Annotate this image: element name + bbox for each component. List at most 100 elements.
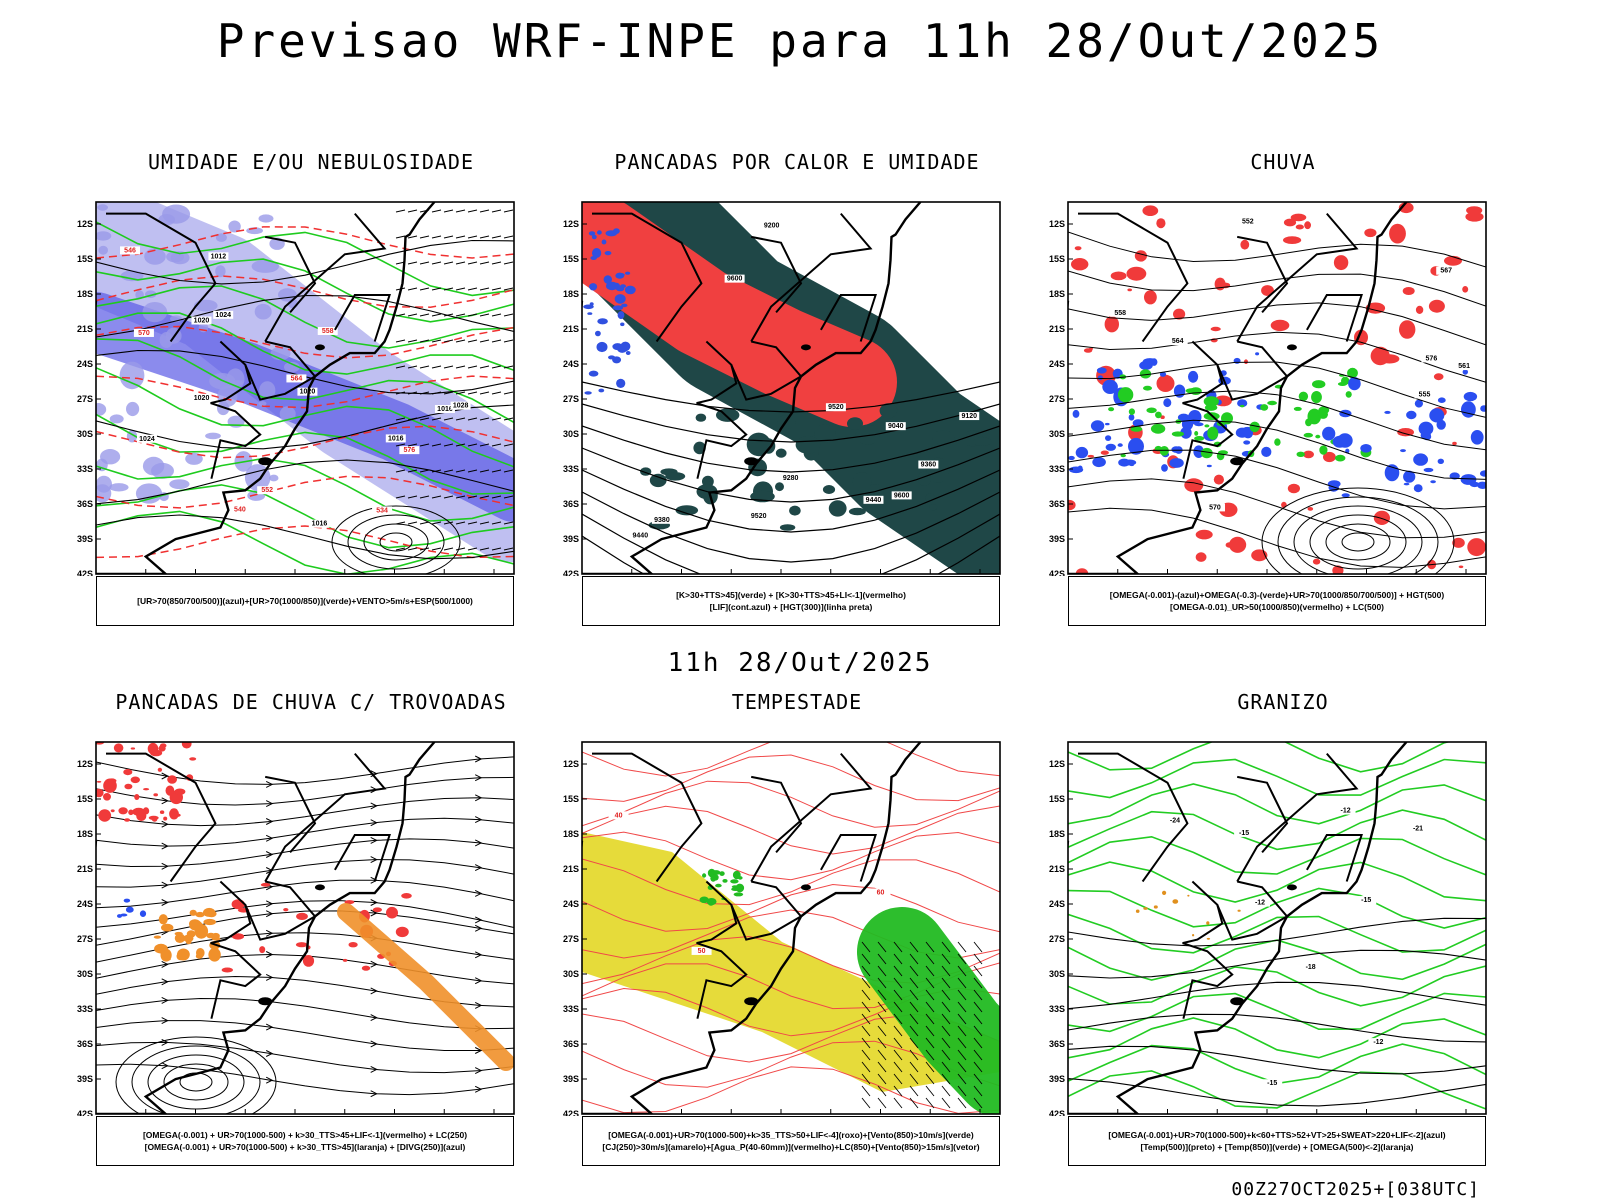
lat-tick-label: 42S [563,569,579,576]
lat-tick-label: 21S [563,324,579,334]
contour-label: 1024 [139,436,155,443]
contour-label: 540 [234,507,246,514]
panel-title: PANCADAS POR CALOR E UMIDADE [614,150,980,174]
lat-tick-label: 42S [77,569,93,576]
forecast-map: 50406012S15S18S21S24S27S30S33S36S39S42S7… [563,741,1001,1116]
lat-tick-label: 42S [1049,1109,1065,1116]
panel-legend: [OMEGA(-0.001)-(azul)+OMEGA(-0.3)-(verde… [1068,576,1486,626]
lat-tick-label: 39S [1049,1074,1065,1084]
contour-label: 558 [322,328,334,335]
contour-label: 534 [376,507,388,514]
contour-label: 1016 [437,406,453,413]
panel-title: UMIDADE E/OU NEBULOSIDADE [147,150,475,174]
lat-tick-label: 33S [77,1004,93,1014]
legend-line: [CJ(250)>30m/s](amarelo)+[Agua_P(40-60mm… [602,1142,980,1152]
lat-tick-label: 36S [1049,499,1065,509]
lat-tick-label: 15S [77,254,93,264]
legend-line: [OMEGA-0.01)_UR>50(1000/850)(vermelho) +… [1170,602,1384,612]
axis-labels: 12S15S18S21S24S27S30S33S36S39S42S70W65W6… [77,219,495,576]
contour-label: 60 [877,890,885,897]
contour-label: 1016 [388,435,404,442]
forecast-panel-1: UMIDADE E/OU NEBULOSIDADE 1016 1020 1012 10… [66,150,536,650]
lat-tick-label: 33S [563,1004,579,1014]
forecast-panel-5: TEMPESTADE 50 40 60 12S 15S 18S 21S 24S 27S 30S 33… [552,690,1022,1190]
lat-tick-label: 24S [1049,899,1065,909]
contour-label: 561 [1458,363,1470,370]
contour-label: -12 [1341,808,1351,815]
contour-label: 570 [1209,504,1221,511]
contour-label: 1012 [211,253,227,260]
legend-line: [OMEGA(-0.001) + UR>70(1000-500) + k>30_… [144,1142,466,1152]
contour-label: 552 [1242,219,1254,226]
contour-label: 1020 [194,317,210,324]
contour-label: 9200 [764,222,780,229]
legend-line: [Temp(500)](preto) + [Temp(850)](verde) … [1140,1142,1414,1152]
contour-label: 9440 [866,497,882,504]
middle-date-title: 11h 28/Out/2025 [667,648,933,678]
contour-label: -18 [1306,964,1316,971]
legend-line: [OMEGA(-0.001)-(azul)+OMEGA(-0.3)-(verde… [1109,590,1445,600]
contour-label: 9380 [654,517,670,524]
lat-tick-label: 36S [563,1039,579,1049]
axis-labels: 12S15S18S21S24S27S30S33S36S39S42S70W65W6… [563,219,981,576]
lat-tick-label: 42S [1049,569,1065,576]
lat-tick-label: 15S [1049,794,1065,804]
contour-label: -12 [1255,900,1265,907]
lat-tick-label: 27S [1049,934,1065,944]
forecast-map: 1016102010121016101610201024102810241020… [77,201,515,576]
contour-label: -24 [1170,818,1180,825]
legend-line: [LIF](cont.azul) + [HGT(300)](linha pret… [709,602,873,612]
contour-label: 576 [1426,355,1438,362]
lat-tick-label: 18S [1049,289,1065,299]
lat-tick-label: 30S [563,429,579,439]
lat-tick-label: 30S [77,429,93,439]
lat-tick-label: 30S [1049,429,1065,439]
lat-tick-label: 21S [77,864,93,874]
contour-label: 1028 [453,403,469,410]
panel-title: PANCADAS DE CHUVA C/ TROVOADAS [115,690,507,714]
lat-tick-label: 15S [563,794,579,804]
contour-label: 1024 [215,312,231,319]
lat-tick-label: 36S [77,499,93,509]
lat-tick-label: 21S [563,864,579,874]
contour-label: 9600 [727,276,743,283]
lat-tick-label: 18S [1049,829,1065,839]
panel-legend: [UR>70(850/700/500)](azul)+[UR>70(1000/8… [96,576,514,626]
lat-tick-label: 27S [77,934,93,944]
lat-tick-label: 39S [563,534,579,544]
lat-tick-label: 36S [77,1039,93,1049]
lat-tick-label: 36S [563,499,579,509]
lat-tick-label: 36S [1049,1039,1065,1049]
panel-title: GRANIZO [1237,690,1329,714]
lat-tick-label: 30S [1049,969,1065,979]
contour-label: 564 [1172,338,1184,345]
run-footer: 00Z27OCT2025+[038UTC] [1231,1179,1480,1200]
lat-tick-label: 39S [563,1074,579,1084]
lat-tick-label: 21S [77,324,93,334]
lat-tick-label: 33S [1049,1004,1065,1014]
legend-line: [K>30+TTS>45](verde) + [K>30+TTS>45+LI<-… [676,590,906,600]
lat-tick-label: 39S [1049,534,1065,544]
lat-tick-label: 24S [563,899,579,909]
lat-tick-label: 42S [563,1109,579,1116]
lat-tick-label: 21S [1049,324,1065,334]
forecast-map: 12S15S18S21S24S27S30S33S36S39S42S70W65W6… [77,741,515,1116]
lat-tick-label: 24S [1049,359,1065,369]
lat-tick-label: 30S [563,969,579,979]
contour-label: 9120 [961,413,977,420]
forecast-panel-6: GRANIZO -12 -12 -15 -15 -18 -21 -24 -15 -12 12S 15… [1038,690,1508,1190]
forecast-panel-4: PANCADAS DE CHUVA C/ TROVOADAS 12S 15S 18S… [66,690,536,1190]
lat-tick-label: 27S [77,394,93,404]
panel-legend: [K>30+TTS>45](verde) + [K>30+TTS>45+LI<-… [582,576,1000,626]
contour-label: 9440 [633,532,649,539]
contour-label: -15 [1361,897,1371,904]
panel-title: TEMPESTADE [731,690,863,714]
lat-tick-label: 18S [77,829,93,839]
contour-label: 9600 [894,492,910,499]
lat-tick-label: 12S [77,219,93,229]
contour-label: 552 [261,487,273,494]
contour-label: 555 [1419,391,1431,398]
forecast-map: 576 570 567 564 561 558 555 552 12S 15S 18S 21S 24S 2… [1049,201,1487,576]
lat-tick-label: 24S [77,899,93,909]
contour-label: -21 [1413,825,1423,832]
